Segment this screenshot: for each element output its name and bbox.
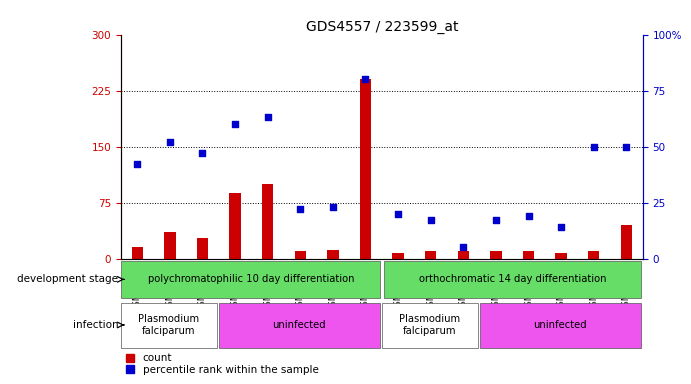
Text: development stage: development stage bbox=[17, 274, 118, 285]
Point bbox=[262, 114, 273, 121]
Point bbox=[392, 211, 404, 217]
Bar bbox=[327, 250, 339, 258]
Point bbox=[425, 217, 436, 223]
Text: orthochromatic 14 day differentiation: orthochromatic 14 day differentiation bbox=[419, 274, 607, 285]
Text: polychromatophilic 10 day differentiation: polychromatophilic 10 day differentiatio… bbox=[148, 274, 354, 285]
Bar bbox=[164, 232, 176, 258]
Point bbox=[360, 76, 371, 83]
Bar bbox=[480, 303, 641, 348]
Point bbox=[164, 139, 176, 145]
Title: GDS4557 / 223599_at: GDS4557 / 223599_at bbox=[305, 20, 458, 33]
Text: infection: infection bbox=[73, 320, 118, 330]
Point bbox=[491, 217, 502, 223]
Point bbox=[328, 204, 339, 210]
Bar bbox=[382, 303, 477, 348]
Bar bbox=[121, 262, 379, 298]
Text: uninfected: uninfected bbox=[272, 320, 326, 330]
Point bbox=[457, 244, 468, 250]
Bar bbox=[131, 247, 143, 258]
Bar bbox=[392, 253, 404, 258]
Bar bbox=[384, 262, 641, 298]
Bar bbox=[490, 251, 502, 258]
Bar bbox=[121, 303, 217, 348]
Text: uninfected: uninfected bbox=[533, 320, 587, 330]
Bar bbox=[556, 253, 567, 258]
Bar bbox=[262, 184, 274, 258]
Bar bbox=[197, 238, 208, 258]
Legend: count, percentile rank within the sample: count, percentile rank within the sample bbox=[126, 353, 319, 375]
Bar bbox=[229, 193, 240, 258]
Point bbox=[229, 121, 240, 127]
Bar bbox=[294, 251, 306, 258]
Bar bbox=[523, 251, 534, 258]
Point bbox=[132, 161, 143, 167]
Point bbox=[621, 144, 632, 150]
Bar bbox=[621, 225, 632, 258]
Point bbox=[197, 150, 208, 156]
Text: Plasmodium
falciparum: Plasmodium falciparum bbox=[399, 314, 460, 336]
Bar bbox=[425, 251, 437, 258]
Bar bbox=[588, 251, 599, 258]
Point bbox=[523, 213, 534, 219]
Bar bbox=[360, 79, 371, 258]
Point bbox=[588, 144, 599, 150]
Point bbox=[556, 224, 567, 230]
Text: Plasmodium
falciparum: Plasmodium falciparum bbox=[138, 314, 200, 336]
Bar bbox=[219, 303, 379, 348]
Point bbox=[295, 206, 306, 212]
Bar bbox=[457, 251, 469, 258]
